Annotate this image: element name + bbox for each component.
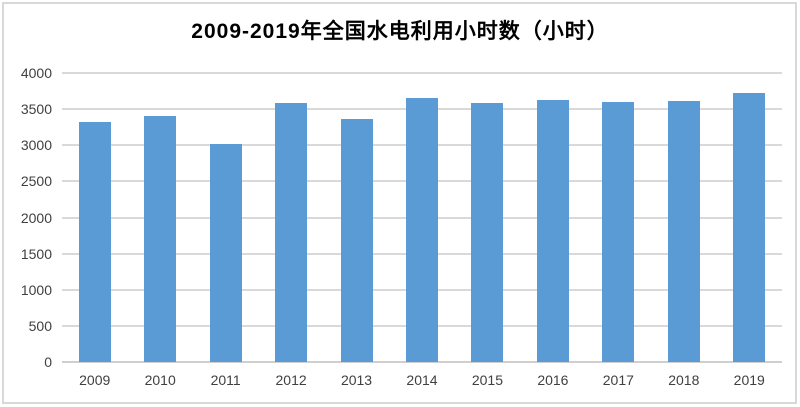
- x-tick-label-2009: 2009: [79, 372, 111, 388]
- bar-2013: [340, 119, 373, 362]
- x-tick-label-2010: 2010: [144, 372, 176, 388]
- x-tick-label-2011: 2011: [210, 372, 241, 388]
- bar-2011: [209, 143, 242, 362]
- bar-2017: [602, 102, 635, 362]
- y-tick-label-3500: 3500: [20, 101, 52, 118]
- x-tick-label-2019: 2019: [733, 372, 765, 388]
- x-tick-label-2018: 2018: [668, 372, 700, 388]
- bar-2015: [471, 102, 504, 362]
- y-gridline: [62, 72, 782, 74]
- y-tick-label-3000: 3000: [20, 137, 52, 154]
- chart-title: 2009-2019年全国水电利用小时数（小时）: [191, 20, 609, 43]
- x-axis-line: [62, 361, 782, 363]
- x-tick-label-2012: 2012: [275, 372, 307, 388]
- x-tick-label-2017: 2017: [602, 372, 634, 388]
- bar-2019: [733, 92, 766, 362]
- bar-2014: [406, 98, 438, 362]
- bar-2010: [144, 116, 177, 362]
- bar-2018: [667, 100, 700, 362]
- y-tick-label-2500: 2500: [20, 173, 52, 190]
- bar-2016: [536, 100, 569, 362]
- y-tick-label-0: 0: [44, 354, 52, 370]
- x-tick-label-2014: 2014: [406, 372, 438, 388]
- x-axis-labels: 2009 2010 2011 2012 2013 2014 2015 2016 2017 2018…: [62, 371, 782, 393]
- plot-area: [62, 72, 782, 363]
- y-tick-label-1000: 1000: [20, 281, 52, 298]
- y-tick-label-4000: 4000: [20, 65, 52, 81]
- bar-2012: [275, 102, 308, 362]
- x-tick-label-2015: 2015: [471, 372, 504, 388]
- y-tick-label-2000: 2000: [20, 209, 52, 226]
- x-tick-label-2016: 2016: [537, 372, 569, 388]
- x-tick-label-2013: 2013: [340, 372, 373, 388]
- y-axis-labels: 0 500 1000 1500 2000 2500 3000 3500 4000: [0, 65, 52, 370]
- y-tick-label-1500: 1500: [20, 245, 52, 262]
- y-tick-label-500: 500: [28, 317, 52, 334]
- bar-2009: [78, 121, 111, 362]
